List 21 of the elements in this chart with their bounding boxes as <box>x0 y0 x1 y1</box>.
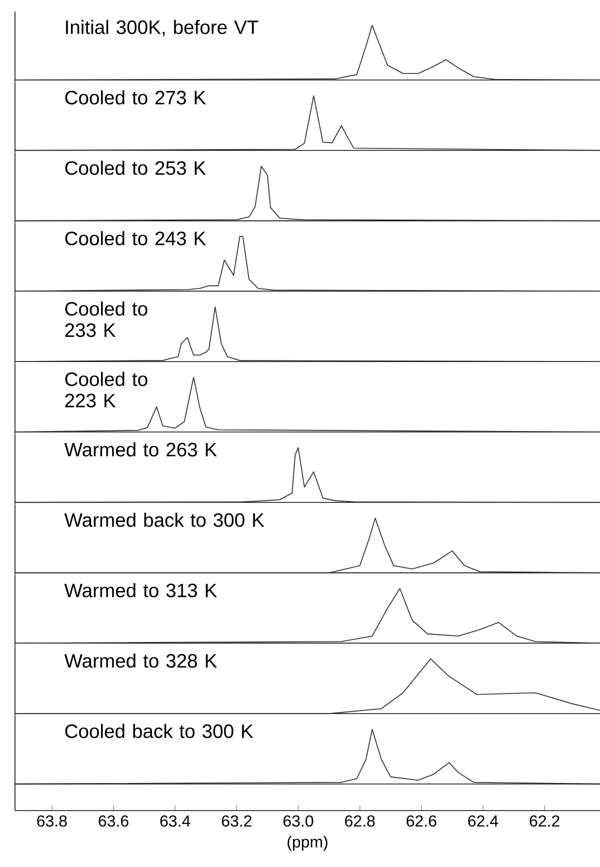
chart-title: Cooled to 223 K <box>65 372 148 408</box>
x-tick-label: 63.4 <box>160 815 190 827</box>
chart-title: Warmed back to 300 K <box>64 512 264 527</box>
chart-title: Warmed to 328 K <box>64 654 217 668</box>
chart-title: Cooled to 243 K <box>65 231 206 246</box>
x-tick-label: 63.0 <box>284 815 314 827</box>
x-tick-label: 63.8 <box>37 815 67 827</box>
chart-title: Cooled to 233 K <box>65 302 148 338</box>
chart-title: Warmed to 263 K <box>64 442 217 456</box>
x-tick-label: 62.8 <box>345 815 375 827</box>
x-axis-title: (ppm) <box>288 836 328 851</box>
chart-title: Cooled back to 300 K <box>65 724 254 738</box>
x-tick-label: 63.6 <box>98 815 128 827</box>
x-tick-label: 62.2 <box>530 815 560 827</box>
chart-title: Cooled to 273 K <box>65 90 206 104</box>
chart-title: Initial 300K, before VT <box>66 20 258 36</box>
x-tick-label: 62.6 <box>406 815 436 827</box>
x-tick-label: 63.2 <box>222 815 252 827</box>
chart-title: Cooled to 253 K <box>65 160 206 175</box>
x-tick-label: 62.4 <box>468 815 498 827</box>
chart-title: Warmed to 313 K <box>64 583 217 598</box>
